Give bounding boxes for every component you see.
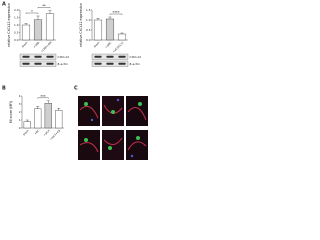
y-tick-label: 0.0: [86, 38, 91, 42]
blot-band: [118, 55, 126, 58]
bar: [33, 19, 43, 41]
significance-label: ****: [113, 11, 120, 15]
y-tick-label: 1.5: [86, 8, 91, 12]
bar: [45, 13, 55, 41]
y-tick-label: 1.0: [86, 18, 91, 22]
significance-label: **: [42, 4, 46, 8]
y-axis-title: relative CXCL12 expression: [7, 3, 11, 46]
x-tick-label: sham: [22, 128, 30, 136]
x-tick-label: +siCX+CB: [49, 128, 62, 141]
significance-bracket: [109, 13, 123, 15]
significance-bracket: [25, 12, 39, 14]
micrographs: [78, 96, 148, 160]
bar: [34, 108, 42, 129]
x-tick-label: +siCX: [42, 128, 51, 137]
blot-label: β-actin: [58, 62, 68, 66]
significance-label: ***: [40, 94, 46, 98]
blot-label: β-actin: [130, 62, 140, 66]
y-tick-label: 1: [19, 118, 21, 122]
y-tick-label: 1.0: [14, 23, 19, 27]
y-tick-label: 0: [19, 126, 21, 130]
blot-band: [94, 62, 102, 65]
significance-label: *: [31, 10, 33, 14]
panel-label: B: [2, 86, 6, 92]
y-tick-label: 0.5: [14, 31, 19, 35]
x-tick-label: +NC: [33, 128, 40, 135]
blot-band: [46, 62, 54, 65]
y-axis-title: MI score (MFI): [9, 101, 13, 123]
blot-band: [106, 62, 114, 65]
bar: [93, 19, 103, 41]
x-tick-label: +siNC: [104, 40, 113, 49]
significance-bracket: [37, 97, 49, 99]
bar: [44, 102, 52, 129]
blot-band: [46, 55, 54, 58]
figure: A B C relative CXCL12 expression 0.00.51.…: [2, 2, 148, 160]
blot-band: [94, 55, 102, 58]
y-tick-label: 2.0: [14, 8, 19, 12]
blot-band: [22, 62, 30, 65]
y-axis-title: relative CXCL12 expression: [79, 3, 83, 46]
bar: [117, 33, 127, 41]
blot-band: [22, 55, 30, 58]
blot-band: [34, 62, 42, 65]
x-tick-label: sham: [93, 40, 101, 48]
y-tick-label: 2: [19, 110, 21, 114]
blot-band: [106, 55, 114, 58]
y-tick-label: 0.5: [86, 28, 91, 32]
bar: [55, 110, 63, 129]
x-tick-label: sham: [21, 40, 29, 48]
significance-bracket: [37, 7, 51, 9]
y-tick-label: 1.5: [14, 16, 19, 20]
y-tick-label: 4: [19, 94, 21, 98]
y-tick-label: 3: [19, 102, 21, 106]
bar: [23, 121, 31, 129]
blot-band: [118, 62, 126, 65]
y-tick-label: 0.0: [14, 38, 19, 42]
page: {"panels":["A","B","C"], "chart_data":[ …: [2, 1, 148, 160]
panel-label: C: [74, 86, 78, 92]
panel-label: A: [2, 2, 6, 8]
x-tick-label: +CBD: [32, 41, 40, 49]
x-tick-label: +CBD+AM: [40, 41, 53, 54]
bar: [21, 24, 31, 41]
blot-label: CXCL12: [130, 55, 142, 59]
blot-band: [34, 55, 42, 58]
blot-label: CXCL12: [58, 55, 70, 59]
bar: [105, 18, 115, 41]
x-tick-label: +siCXCL12: [112, 40, 125, 53]
